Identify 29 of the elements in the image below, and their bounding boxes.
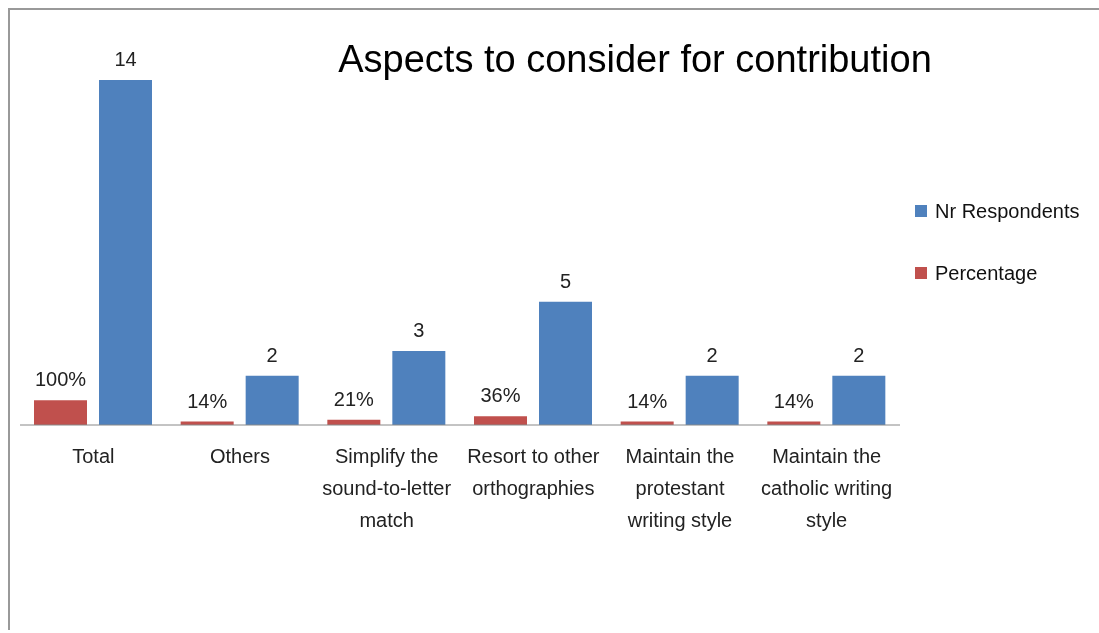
bar [245, 375, 299, 425]
data-label: 14% [627, 389, 668, 412]
data-label: 3 [413, 319, 425, 342]
bar [832, 375, 886, 425]
x-tick-label: Simplify the sound-to-letter match [322, 445, 452, 531]
bar [474, 416, 527, 425]
data-label: 2 [266, 343, 278, 366]
data-label: 36% [480, 384, 521, 407]
bar [685, 375, 739, 425]
data-label: 100% [34, 368, 87, 391]
data-label: 2 [706, 343, 718, 366]
bar [392, 351, 446, 425]
data-label: 21% [333, 387, 375, 410]
legend-label: Nr Respondents [934, 198, 1080, 224]
legend-label: Percentage [934, 260, 1039, 286]
bar [539, 301, 592, 425]
data-label: 14% [187, 389, 228, 412]
x-tick-label: Maintain the catholic writing style [761, 445, 893, 531]
x-tick-label: Maintain the protestant writing style [625, 445, 735, 531]
x-tick-label: Resort to other orthographies [467, 445, 600, 499]
data-label: 2 [853, 343, 865, 366]
x-tick-label: Total [72, 445, 115, 467]
data-label: 14% [773, 389, 815, 412]
bar [99, 80, 152, 425]
data-label: 5 [559, 269, 572, 292]
x-tick-label: Others [209, 445, 271, 467]
data-label: 14 [114, 48, 137, 70]
chart-title: Aspects to consider for contribution [337, 38, 933, 81]
bar [34, 400, 87, 425]
